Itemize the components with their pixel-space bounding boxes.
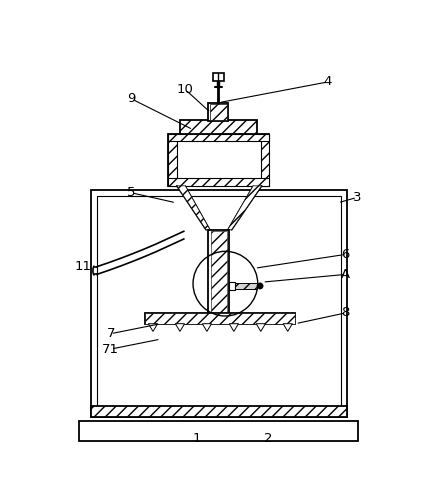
Text: 2: 2 xyxy=(264,432,272,445)
Bar xyxy=(168,133,269,186)
Polygon shape xyxy=(175,324,184,331)
Polygon shape xyxy=(282,324,292,331)
Text: 11: 11 xyxy=(74,260,91,273)
Text: 71: 71 xyxy=(102,343,119,356)
Text: 10: 10 xyxy=(176,83,193,96)
Bar xyxy=(208,103,228,121)
Bar xyxy=(145,313,295,324)
Polygon shape xyxy=(229,324,238,331)
Bar xyxy=(260,133,269,186)
Text: 6: 6 xyxy=(340,248,349,261)
Bar xyxy=(168,133,176,186)
Bar xyxy=(90,406,346,417)
Polygon shape xyxy=(227,186,261,230)
Polygon shape xyxy=(256,324,265,331)
Bar xyxy=(213,73,223,81)
Polygon shape xyxy=(176,186,210,230)
Bar xyxy=(145,313,295,324)
Polygon shape xyxy=(148,324,157,331)
Text: 7: 7 xyxy=(106,327,115,340)
Text: 4: 4 xyxy=(323,75,331,89)
Bar xyxy=(168,133,269,141)
Text: 3: 3 xyxy=(352,191,360,204)
Text: 8: 8 xyxy=(340,306,349,319)
Bar xyxy=(235,283,256,289)
Bar xyxy=(210,231,226,320)
Bar xyxy=(179,120,256,133)
Bar xyxy=(229,282,235,290)
Bar xyxy=(97,196,340,411)
Text: 5: 5 xyxy=(127,186,135,199)
Bar xyxy=(90,190,346,417)
Bar xyxy=(210,104,226,120)
Text: A: A xyxy=(340,268,349,281)
Text: 1: 1 xyxy=(192,432,201,445)
Bar xyxy=(168,178,269,186)
Polygon shape xyxy=(202,324,211,331)
Circle shape xyxy=(256,283,262,289)
Bar xyxy=(79,421,357,441)
Text: 9: 9 xyxy=(127,93,135,105)
Bar xyxy=(208,230,229,322)
